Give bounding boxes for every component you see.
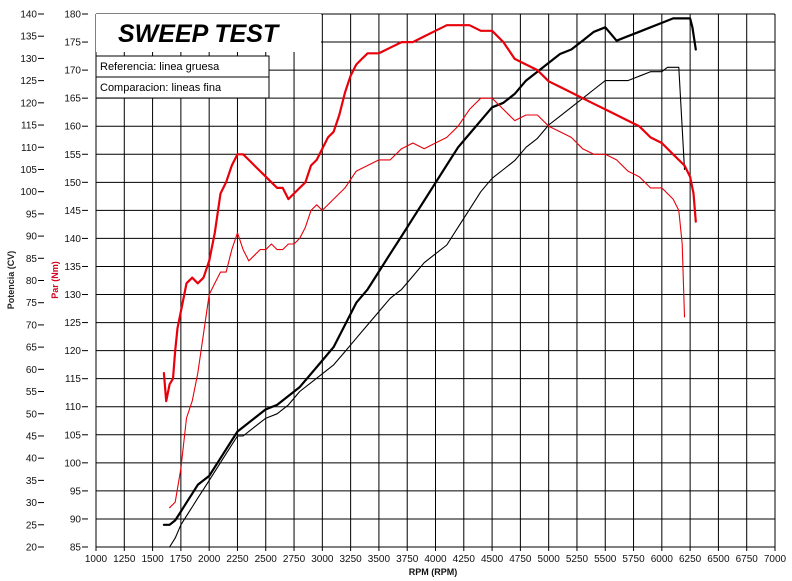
power-tick-label: 85 [26, 254, 38, 265]
power-tick-label: 45 [26, 431, 38, 442]
power-tick-label: 20 [26, 543, 38, 554]
x-tick-label: 1000 [85, 554, 108, 565]
title-box: SWEEP TEST [96, 14, 321, 52]
torque-tick-label: 170 [64, 66, 81, 77]
x-tick-label: 7000 [764, 554, 787, 565]
x-tick-label: 5500 [594, 554, 617, 565]
torque-tick-label: 160 [64, 122, 81, 133]
power-tick-label: 95 [26, 209, 38, 220]
x-tick-label: 4000 [424, 554, 447, 565]
power-tick-label: 60 [26, 365, 38, 376]
x-tick-label: 6250 [679, 554, 702, 565]
x-tick-label: 2750 [283, 554, 306, 565]
power-tick-label: 35 [26, 476, 38, 487]
power-tick-label: 50 [26, 409, 38, 420]
power-tick-label: 80 [26, 276, 38, 287]
torque-tick-label: 155 [64, 150, 81, 161]
x-tick-label: 3000 [311, 554, 334, 565]
chart-title: SWEEP TEST [118, 20, 281, 48]
torque-tick-label: 135 [64, 262, 81, 273]
torque-tick-label: 180 [64, 10, 81, 21]
power-tick-label: 110 [21, 143, 37, 154]
x-axis-title: RPM (RPM) [409, 567, 458, 577]
power-tick-label: 115 [21, 121, 37, 132]
x-tick-label: 1250 [113, 554, 136, 565]
legend-entry-reference: Referencia: linea gruesa [100, 61, 220, 73]
x-tick-label: 3750 [396, 554, 419, 565]
power-tick-label: 100 [20, 187, 37, 198]
power-tick-label: 75 [26, 298, 38, 309]
power-tick-label: 25 [26, 520, 38, 531]
series-line-torque-comparison [169, 97, 686, 509]
power-tick-label: 105 [20, 165, 37, 176]
torque-tick-label: 125 [64, 318, 81, 329]
x-tick-label: 1750 [170, 554, 193, 565]
power-tick-label: 70 [26, 320, 38, 331]
torque-tick-label: 140 [64, 234, 81, 245]
power-tick-label: 55 [26, 387, 38, 398]
legend-entry-comparison: Comparacion: lineas fina [100, 82, 222, 94]
torque-tick-label: 150 [64, 178, 81, 189]
torque-tick-label: 90 [70, 514, 82, 525]
power-tick-label: 140 [20, 10, 37, 21]
power-tick-label: 130 [20, 54, 37, 65]
power-tick-label: 120 [20, 98, 37, 109]
series-line-power-comparison [169, 66, 686, 548]
power-tick-label: 65 [26, 343, 38, 354]
series-layer [162, 17, 697, 548]
x-tick-label: 3500 [368, 554, 391, 565]
tick-labels: 1000 1250 1500 1750 2000 2250 2500 2750 3000 3250… [20, 10, 786, 566]
torque-tick-label: 145 [64, 206, 81, 217]
right-axis-title: Par (Nm) [50, 261, 60, 299]
x-tick-label: 6500 [707, 554, 730, 565]
x-tick-label: 4250 [453, 554, 476, 565]
left-axis-title: Potencia (CV) [6, 251, 16, 310]
x-tick-label: 2000 [198, 554, 221, 565]
power-tick-label: 30 [26, 498, 38, 509]
x-tick-label: 6750 [736, 554, 759, 565]
x-tick-label: 6000 [651, 554, 674, 565]
power-tick-label: 90 [26, 232, 38, 243]
x-tick-label: 2500 [255, 554, 278, 565]
x-tick-label: 1500 [141, 554, 164, 565]
legend: Referencia: linea gruesa Comparacion: li… [95, 55, 270, 99]
power-tick-label: 135 [20, 32, 37, 43]
torque-tick-label: 120 [64, 346, 81, 357]
torque-tick-label: 85 [70, 543, 82, 554]
power-tick-label: 125 [20, 76, 37, 87]
x-tick-label: 5750 [622, 554, 645, 565]
torque-tick-label: 175 [64, 38, 81, 49]
x-tick-label: 3250 [340, 554, 363, 565]
x-tick-label: 5250 [566, 554, 589, 565]
series-line-power-reference [162, 17, 697, 526]
power-tick-label: 40 [26, 454, 38, 465]
torque-tick-label: 95 [70, 486, 82, 497]
torque-tick-label: 105 [64, 430, 81, 441]
x-tick-label: 4750 [509, 554, 532, 565]
x-tick-label: 4500 [481, 554, 504, 565]
torque-tick-label: 110 [65, 402, 81, 413]
torque-tick-label: 130 [64, 290, 81, 301]
series-line-torque-reference [162, 24, 697, 403]
x-tick-label: 5000 [538, 554, 561, 565]
x-tick-label: 2250 [226, 554, 249, 565]
torque-tick-label: 115 [65, 374, 81, 385]
torque-tick-label: 100 [64, 458, 81, 469]
torque-tick-label: 165 [64, 94, 81, 105]
